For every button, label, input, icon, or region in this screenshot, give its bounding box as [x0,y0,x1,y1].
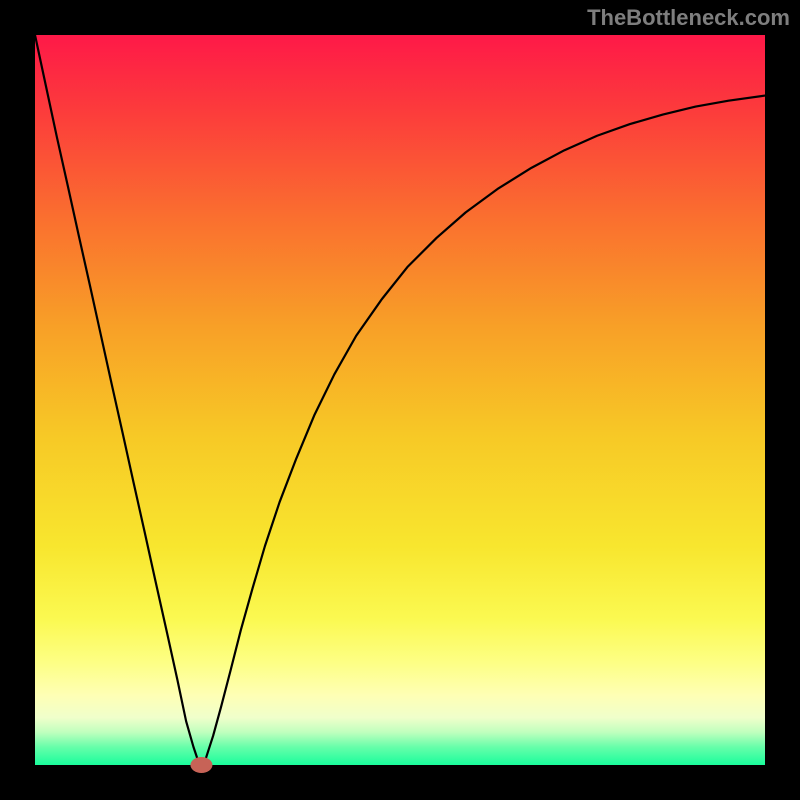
watermark-text: TheBottleneck.com [587,5,790,31]
optimum-marker [190,757,212,773]
plot-area [35,35,765,765]
bottleneck-curve [35,35,765,765]
chart-frame: TheBottleneck.com [0,0,800,800]
curve-layer [35,35,765,765]
